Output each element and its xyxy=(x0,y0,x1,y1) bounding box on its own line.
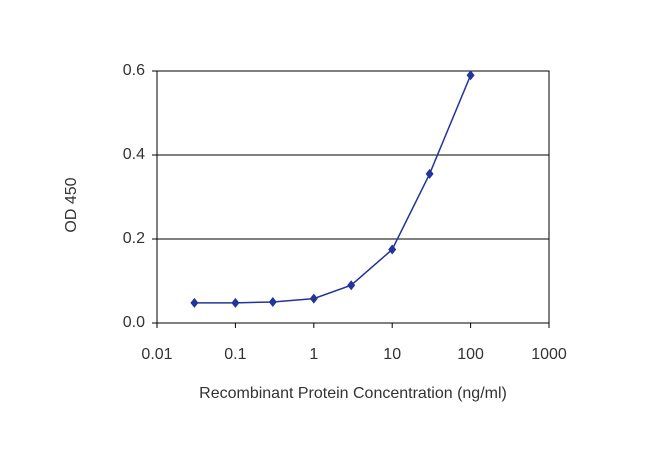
y-axis-label: OD 450 xyxy=(63,177,80,232)
data-point xyxy=(388,244,397,255)
x-tick-label: 100 xyxy=(457,346,484,363)
x-axis-label: Recombinant Protein Concentration (ng/ml… xyxy=(199,385,507,402)
y-tick-label: 0.0 xyxy=(123,314,145,331)
x-tick-label: 1 xyxy=(309,346,318,363)
x-tick-label: 1000 xyxy=(531,346,567,363)
data-point xyxy=(231,297,240,308)
data-point xyxy=(309,293,318,304)
x-tick-label: 10 xyxy=(383,346,401,363)
y-tick-label: 0.6 xyxy=(123,62,145,79)
data-point xyxy=(190,297,199,308)
data-point xyxy=(466,70,475,81)
data-point xyxy=(347,280,356,291)
data-point xyxy=(268,297,277,307)
y-tick-label: 0.2 xyxy=(123,230,145,247)
y-tick-label: 0.4 xyxy=(123,146,145,163)
data-line xyxy=(194,74,472,304)
x-tick-label: 0.01 xyxy=(141,346,172,363)
data-point xyxy=(425,168,434,179)
x-tick-label: 0.1 xyxy=(224,346,246,363)
